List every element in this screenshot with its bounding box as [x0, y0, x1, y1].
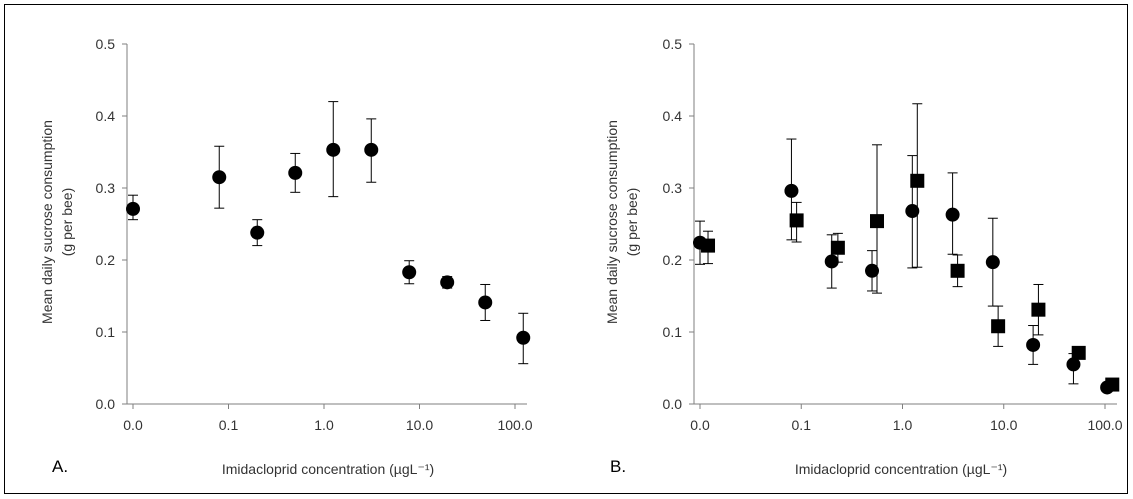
panel-a-plot: 0.0 0.1 0.2 0.3 0.4 0.5 0.0 0.1 1.0 10.0 100.0 [96, 36, 533, 433]
panel-b-series-2-point [1071, 345, 1086, 360]
panel-b-series-1-point [784, 183, 799, 198]
panel-a-series-1-point [478, 295, 493, 310]
panel-b-series-2-point [950, 263, 965, 278]
panel-a-series-1-point [250, 225, 265, 240]
panel-b-y-tick-label: 0.0 [663, 396, 683, 412]
panel-a-y-tick-label: 0.3 [96, 180, 116, 196]
panel-b-series-2-point [1031, 302, 1046, 317]
panel-b-ylabel-line1: Mean daily sucrose consumption [604, 120, 620, 324]
panel-b-series-2-point [870, 214, 885, 229]
panel-b-series-2-point [830, 240, 845, 255]
panel-b-series-2-point [701, 238, 716, 253]
panel-b-plot: 0.0 0.1 0.2 0.3 0.4 0.5 0.0 0.1 1.0 10.0 100.0 [663, 36, 1123, 433]
panel-a-series-1-point [126, 201, 140, 216]
panel-b-series-1-point [945, 207, 960, 222]
panel-b-y-tick-label: 0.1 [663, 324, 683, 340]
panel-a-x-tick-label: 0.1 [219, 417, 239, 433]
panel-b-x-tick-label: 1.0 [893, 417, 913, 433]
panel-b-series-1-point [1066, 357, 1081, 372]
panel-a-series-1-point [402, 265, 417, 280]
panel-b-x-tick-label: 0.0 [690, 417, 710, 433]
panel-b-y-tick-label: 0.4 [663, 108, 683, 124]
panel-b-series-1-point [865, 263, 880, 278]
panel-a-y-tick-label: 0.4 [96, 108, 116, 124]
panel-a-ylabel-line2: (g per bee) [59, 188, 75, 256]
panel-a-x-tick-label: 10.0 [406, 417, 433, 433]
panel-b-series-1-point [824, 254, 839, 269]
panel-a-y-tick-label: 0.0 [96, 396, 116, 412]
panel-a-y-tick-label: 0.1 [96, 324, 116, 340]
panel-b-series-1-point [905, 204, 920, 219]
panel-a-x-tick-label: 0.0 [123, 417, 143, 433]
panel-b-x-tick-label: 100.0 [1087, 417, 1122, 433]
panel-b-series-2-point [910, 173, 925, 188]
panel-b-series-2-point [991, 319, 1006, 334]
panel-b: Mean daily sucrose consumption (g per be… [604, 120, 1007, 477]
panel-b-label: B. [610, 457, 626, 476]
panel-b-y-tick-label: 0.3 [663, 180, 683, 196]
panel-a-series-1-point [440, 275, 455, 290]
panel-a-series-1-point [288, 165, 303, 180]
panel-a-label: A. [52, 457, 68, 476]
panel-b-series-1-point [985, 255, 1000, 270]
panel-b-series-1-point [1026, 337, 1041, 352]
panel-a-series-1-point [326, 142, 341, 157]
panel-b-y-tick-label: 0.2 [663, 252, 683, 268]
panel-a-ylabel-line1: Mean daily sucrose consumption [39, 120, 55, 324]
panel-a-x-tick-label: 1.0 [314, 417, 334, 433]
panel-a-series-1-point [516, 330, 531, 345]
panel-a-xlabel: Imidacloprid concentration (µgL⁻¹) [222, 461, 434, 477]
panel-a-y-tick-label: 0.2 [96, 252, 116, 268]
panel-b-series-2-point [1105, 377, 1120, 392]
panel-b-x-tick-label: 10.0 [990, 417, 1017, 433]
panel-a: Mean daily sucrose consumption (g per be… [39, 120, 434, 477]
panel-b-ylabel-line2: (g per bee) [624, 188, 640, 256]
panel-b-x-tick-label: 0.1 [792, 417, 812, 433]
panel-a-series-1-point [212, 170, 227, 185]
panel-a-y-tick-label: 0.5 [96, 36, 116, 52]
panel-b-series-2-point [789, 213, 804, 228]
panel-b-xlabel: Imidacloprid concentration (µgL⁻¹) [795, 461, 1007, 477]
panel-b-y-tick-label: 0.5 [663, 36, 683, 52]
panel-a-series-1-point [364, 142, 379, 157]
panel-a-x-tick-label: 100.0 [497, 417, 532, 433]
figure-frame [4, 4, 1128, 494]
